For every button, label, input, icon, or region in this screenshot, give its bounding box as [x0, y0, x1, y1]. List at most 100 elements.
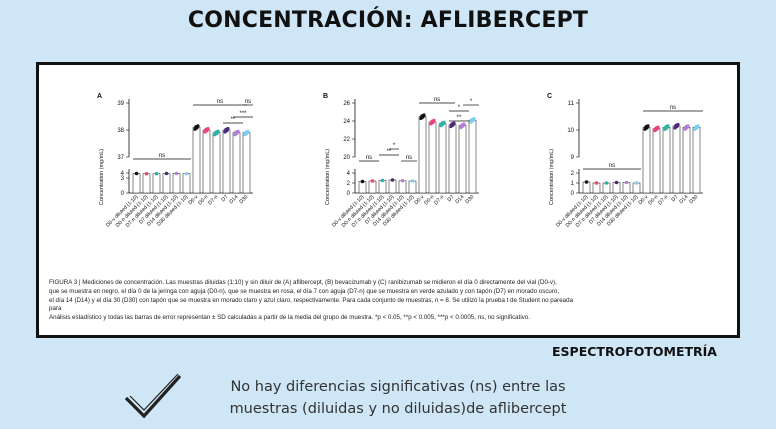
y-tick-label: 0 [121, 191, 125, 197]
y-tick-label: 22 [343, 137, 350, 143]
data-point [656, 125, 660, 129]
bar [388, 179, 397, 194]
y-tick-label: 10 [567, 128, 574, 134]
data-point [380, 178, 385, 183]
bar [418, 116, 427, 194]
conclusion-line-1: No hay diferencias significativas (ns) e… [230, 379, 566, 395]
y-tick-label: 0 [571, 191, 575, 197]
bar [202, 129, 211, 194]
significance-label: ** [457, 115, 462, 121]
data-point [653, 129, 657, 133]
bar [672, 125, 681, 194]
x-tick-label: D30 [464, 194, 475, 205]
data-point [216, 129, 220, 133]
data-point [624, 180, 629, 185]
significance-label: ns [434, 97, 440, 103]
bar [232, 132, 241, 194]
data-point [236, 129, 240, 133]
x-tick-label: D14 [678, 194, 689, 205]
data-point [442, 120, 446, 124]
data-point [410, 179, 415, 183]
data-point [449, 125, 453, 129]
check-mark-icon [120, 370, 186, 429]
data-point [203, 130, 207, 134]
panel-letter: C [547, 93, 552, 100]
x-tick-label: D7-n [433, 194, 445, 206]
data-point [584, 180, 589, 184]
y-tick-label: 11 [568, 101, 575, 107]
bar [192, 127, 201, 194]
data-point [686, 124, 690, 128]
x-tick-label: D14 [454, 194, 465, 205]
x-tick-label: D7 [670, 194, 679, 203]
bar [368, 180, 377, 194]
y-tick-label: 1 [571, 181, 575, 187]
bar [458, 125, 467, 194]
data-point [154, 171, 159, 176]
significance-label: ns [670, 105, 676, 111]
data-point [213, 133, 217, 137]
bar [408, 180, 417, 194]
data-point [683, 127, 687, 131]
bar [172, 173, 181, 194]
data-point [459, 125, 463, 130]
x-tick-label: D7-n [657, 194, 669, 206]
x-tick-label: D0-v [187, 194, 199, 206]
caption-line: que se muestra en negro, el día 0 de la … [49, 287, 560, 295]
significance-label: ns [366, 155, 372, 161]
bar [142, 173, 151, 194]
bar [212, 132, 221, 194]
bar [242, 132, 251, 194]
significance-label: ** [231, 117, 236, 123]
bar [662, 127, 671, 194]
data-point [233, 133, 237, 137]
data-point [226, 126, 230, 131]
data-point [419, 116, 423, 121]
y-tick-label: 4 [121, 171, 125, 177]
x-tick-label: D7 [446, 194, 455, 203]
significance-label: * [393, 143, 396, 149]
y-tick-label: 0 [347, 191, 351, 197]
data-point [422, 113, 426, 117]
x-tick-label: D0-n [197, 194, 209, 206]
x-tick-label: D14 [228, 194, 239, 205]
data-point [196, 124, 200, 128]
bar [448, 124, 457, 194]
y-tick-label: 37 [117, 155, 124, 161]
data-point [184, 171, 189, 176]
data-point [370, 179, 375, 183]
panel-letter: A [97, 93, 102, 100]
bar [682, 127, 691, 194]
significance-label: ns [406, 155, 412, 161]
data-point [472, 117, 476, 121]
significance-label: ns [159, 153, 165, 159]
y-axis-label: Concentration (mg/mL) [549, 149, 555, 205]
significance-label: ns [245, 99, 251, 105]
data-point [429, 122, 433, 126]
significance-label: ns [217, 99, 223, 105]
bar [438, 123, 447, 194]
method-label: ESPECTROFOTOMETRÍA [552, 344, 717, 359]
data-point [666, 124, 670, 128]
x-tick-label: D0-n [647, 194, 659, 206]
bar [652, 128, 661, 194]
caption-line: el día 14 (D14) y el día 30 (D30) con ta… [49, 296, 574, 304]
conclusion-line-2: muestras (diluidas y no diluidas)de afli… [229, 401, 567, 417]
bar [642, 127, 651, 194]
bar [428, 121, 437, 194]
bar [132, 173, 141, 194]
data-point [469, 120, 473, 124]
y-tick-label: 2 [571, 171, 575, 177]
page-title: CONCENTRACIÓN: AFLIBERCEPT [187, 8, 589, 33]
panel-letter: B [323, 93, 328, 100]
data-point [643, 127, 647, 131]
y-tick-label: 26 [343, 101, 350, 107]
data-point [390, 178, 395, 182]
bar [222, 129, 231, 194]
y-tick-label: 3 [121, 176, 125, 182]
bar [398, 180, 407, 194]
data-point [462, 122, 466, 126]
bar [162, 173, 171, 194]
bar [378, 180, 387, 194]
